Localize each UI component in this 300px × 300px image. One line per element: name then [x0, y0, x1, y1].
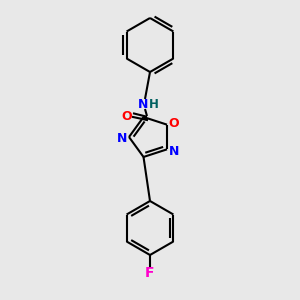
Text: N: N — [117, 133, 127, 146]
Text: F: F — [145, 266, 155, 280]
Text: O: O — [122, 110, 132, 122]
Text: O: O — [169, 117, 179, 130]
Text: N: N — [169, 145, 179, 158]
Text: H: H — [149, 98, 159, 110]
Text: N: N — [138, 98, 148, 110]
